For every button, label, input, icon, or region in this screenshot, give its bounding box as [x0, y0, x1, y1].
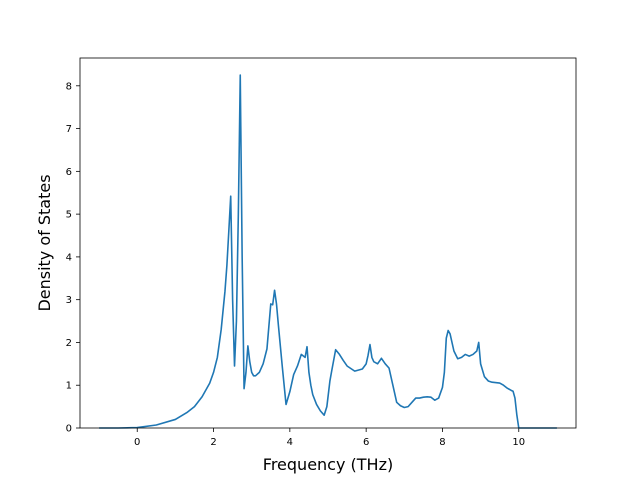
x-tick-label: 10: [512, 437, 525, 448]
y-tick-label: 3: [66, 295, 72, 306]
x-axis-label: Frequency (THz): [263, 455, 393, 474]
dos-series-line: [99, 74, 557, 429]
x-tick-label: 0: [134, 437, 140, 448]
x-tick-label: 4: [287, 437, 293, 448]
x-tick-label: 8: [439, 437, 445, 448]
x-tick-label: 6: [363, 437, 369, 448]
plot-frame: [79, 57, 577, 429]
ticks-layer: 0 2 4 6 8 10 0 1 2 3 4 5 6 7 8: [66, 81, 526, 448]
y-tick-label: 6: [66, 167, 72, 178]
x-tick-label: 2: [210, 437, 216, 448]
y-tick-label: 2: [66, 338, 72, 349]
y-tick-label: 1: [66, 381, 72, 392]
y-tick-label: 4: [66, 252, 72, 263]
y-axis-label: Density of States: [35, 174, 54, 311]
y-tick-label: 8: [66, 81, 72, 92]
y-tick-label: 0: [66, 424, 72, 435]
y-tick-label: 5: [66, 210, 72, 221]
y-tick-label: 7: [66, 124, 72, 135]
